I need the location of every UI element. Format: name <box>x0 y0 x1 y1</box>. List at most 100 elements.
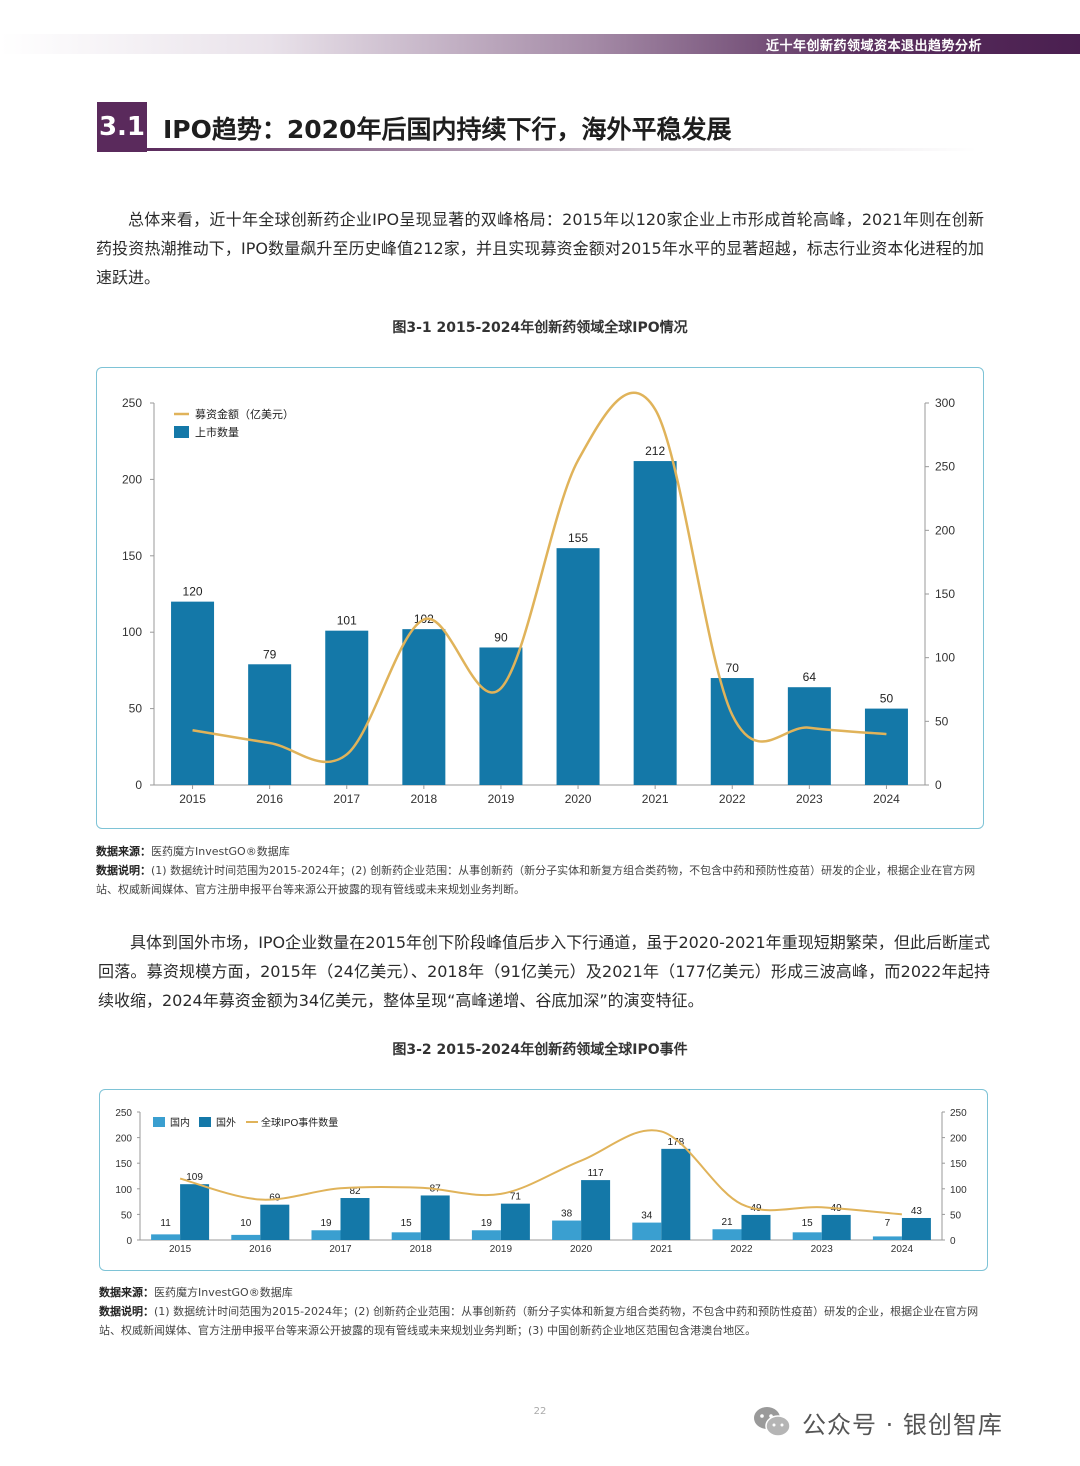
bar-ipo-count <box>864 708 908 785</box>
ipo-chart-svg: 0 50 100 150 200 250 0 50 100 150 200 250 300 120 2015… <box>122 391 955 806</box>
x-tick-label: 2020 <box>565 792 592 806</box>
y-tick-label-left: 100 <box>115 1185 132 1196</box>
bar-data-label-domestic: 19 <box>320 1218 332 1229</box>
x-tick-label: 2018 <box>410 1244 433 1255</box>
y-tick-label-right: 50 <box>935 714 949 728</box>
bar-ipo-count <box>171 601 215 785</box>
bar-overseas <box>661 1148 691 1240</box>
source-line: 数据来源：医药魔方InvestGO®数据库 <box>96 842 988 861</box>
y-tick-label-left: 50 <box>129 702 143 716</box>
bar-data-label-overseas: 82 <box>349 1186 361 1197</box>
figure-2-title: 图3-2 2015-2024年创新药领域全球IPO事件 <box>392 1042 688 1058</box>
bar-domestic <box>632 1222 662 1240</box>
y-tick-label-left: 50 <box>121 1210 133 1221</box>
bar-data-label-overseas: 43 <box>911 1206 923 1217</box>
bar-domestic <box>552 1220 582 1240</box>
x-tick-label: 2022 <box>719 792 746 806</box>
legend-bar-swatch <box>174 426 189 438</box>
bar-ipo-count <box>633 461 677 785</box>
legend-label: 全球IPO事件数量 <box>261 1116 338 1129</box>
bar-data-label-domestic: 10 <box>240 1218 252 1229</box>
bar-data-label-domestic: 15 <box>802 1218 814 1229</box>
figure-1-title: 图3-1 2015-2024年创新药领域全球IPO情况 <box>392 320 688 336</box>
bar-data-label-overseas: 69 <box>269 1193 281 1204</box>
legend-label: 募资金额（亿美元） <box>195 407 294 421</box>
x-tick-label: 2015 <box>169 1244 192 1255</box>
line-funding-amount <box>192 391 887 764</box>
bar-data-label-domestic: 11 <box>160 1218 171 1229</box>
y-tick-label-right: 150 <box>935 587 955 601</box>
section-heading: 3.1 IPO趋势：2020年后国内持续下行，海外平稳发展 <box>97 102 977 152</box>
x-tick-label: 2023 <box>811 1244 834 1255</box>
y-tick-label-left: 250 <box>115 1108 132 1119</box>
bar-data-label-overseas: 109 <box>186 1172 203 1183</box>
x-tick-label: 2016 <box>249 1244 272 1255</box>
x-tick-label: 2021 <box>650 1244 673 1255</box>
watermark-text: 公众号 · 银创智库 <box>802 1410 1003 1439</box>
bar-domestic <box>792 1232 822 1240</box>
bar-data-label: 50 <box>880 692 894 706</box>
x-tick-label: 2024 <box>873 792 900 806</box>
y-tick-label-left: 200 <box>122 472 142 486</box>
y-tick-label-right: 0 <box>935 778 942 792</box>
y-tick-label-right: 100 <box>950 1185 967 1196</box>
wechat-icon <box>754 1407 791 1437</box>
figure-2-chart: 0 0 50 50 100 100 150 150 200 200 250 250 11 109 2015 1… <box>99 1089 988 1271</box>
legend-label: 上市数量 <box>195 425 239 439</box>
y-tick-label-right: 200 <box>935 523 955 537</box>
y-tick-label-left: 250 <box>122 396 142 410</box>
source-label: 数据来源： <box>96 845 151 858</box>
x-tick-label: 2019 <box>488 792 515 806</box>
desc-line: 数据说明：(1) 数据统计时间范围为2015-2024年；(2) 创新药企业范围… <box>96 861 988 899</box>
header-band: 近十年创新药领域资本退出趋势分析 <box>0 34 1080 54</box>
desc-line: 数据说明：(1) 数据统计时间范围为2015-2024年；(2) 创新药企业范围… <box>99 1302 991 1340</box>
section-number: 3.1 <box>97 102 147 152</box>
figure-1-chart: 0 50 100 150 200 250 0 50 100 150 200 250 300 120 2015… <box>96 367 984 829</box>
y-tick-label-right: 50 <box>950 1210 962 1221</box>
x-tick-label: 2015 <box>179 792 206 806</box>
bar-data-label-domestic: 7 <box>885 1218 891 1229</box>
bar-domestic <box>151 1234 181 1240</box>
header-title: 近十年创新药领域资本退出趋势分析 <box>765 39 982 54</box>
bar-overseas <box>180 1184 210 1240</box>
bar-domestic <box>311 1230 341 1240</box>
figure-1-notes: 数据来源：医药魔方InvestGO®数据库 数据说明：(1) 数据统计时间范围为… <box>96 842 988 899</box>
ipo-events-chart-svg: 0 0 50 50 100 100 150 150 200 200 250 250 11 109 2015 1… <box>115 1108 967 1255</box>
bar-overseas <box>500 1203 530 1240</box>
bar-data-label: 90 <box>494 630 508 644</box>
legend-swatch-overseas <box>199 1117 211 1127</box>
desc-text: (1) 数据统计时间范围为2015-2024年；(2) 创新药企业范围：从事创新… <box>99 1305 979 1337</box>
bar-data-label: 101 <box>337 614 357 628</box>
bar-data-label: 212 <box>645 444 665 458</box>
legend-swatch-domestic <box>153 1117 165 1127</box>
x-tick-label: 2018 <box>410 792 437 806</box>
y-tick-label-left: 0 <box>135 778 142 792</box>
paragraph-1: 总体来看，近十年全球创新药企业IPO呈现显著的双峰格局：2015年以120家企业… <box>96 210 984 287</box>
bar-data-label: 79 <box>263 647 277 661</box>
x-tick-label: 2023 <box>796 792 823 806</box>
bar-data-label: 70 <box>726 661 740 675</box>
bar-domestic <box>471 1230 501 1240</box>
x-tick-label: 2019 <box>490 1244 513 1255</box>
x-tick-label: 2021 <box>642 792 669 806</box>
x-tick-label: 2024 <box>891 1244 914 1255</box>
bar-overseas <box>340 1198 370 1240</box>
source-line: 数据来源：医药魔方InvestGO®数据库 <box>99 1283 991 1302</box>
bar-overseas <box>581 1180 611 1240</box>
bar-domestic <box>712 1229 742 1240</box>
bar-overseas <box>901 1217 931 1240</box>
y-tick-label-left: 100 <box>122 625 142 639</box>
y-tick-label-right: 300 <box>935 396 955 410</box>
bar-ipo-count <box>787 687 831 785</box>
legend-label: 国内 <box>170 1116 190 1129</box>
y-tick-label-left: 0 <box>126 1236 132 1247</box>
page-number: 22 <box>533 1406 547 1417</box>
bar-data-label: 64 <box>803 670 817 684</box>
bar-data-label: 120 <box>183 585 203 599</box>
bar-data-label-overseas: 71 <box>510 1192 522 1203</box>
bar-data-label-domestic: 15 <box>401 1218 413 1229</box>
desc-label: 数据说明： <box>96 864 151 877</box>
figure-2-notes: 数据来源：医药魔方InvestGO®数据库 数据说明：(1) 数据统计时间范围为… <box>99 1283 991 1340</box>
y-tick-label-right: 150 <box>950 1159 967 1170</box>
bar-ipo-count <box>325 630 369 785</box>
